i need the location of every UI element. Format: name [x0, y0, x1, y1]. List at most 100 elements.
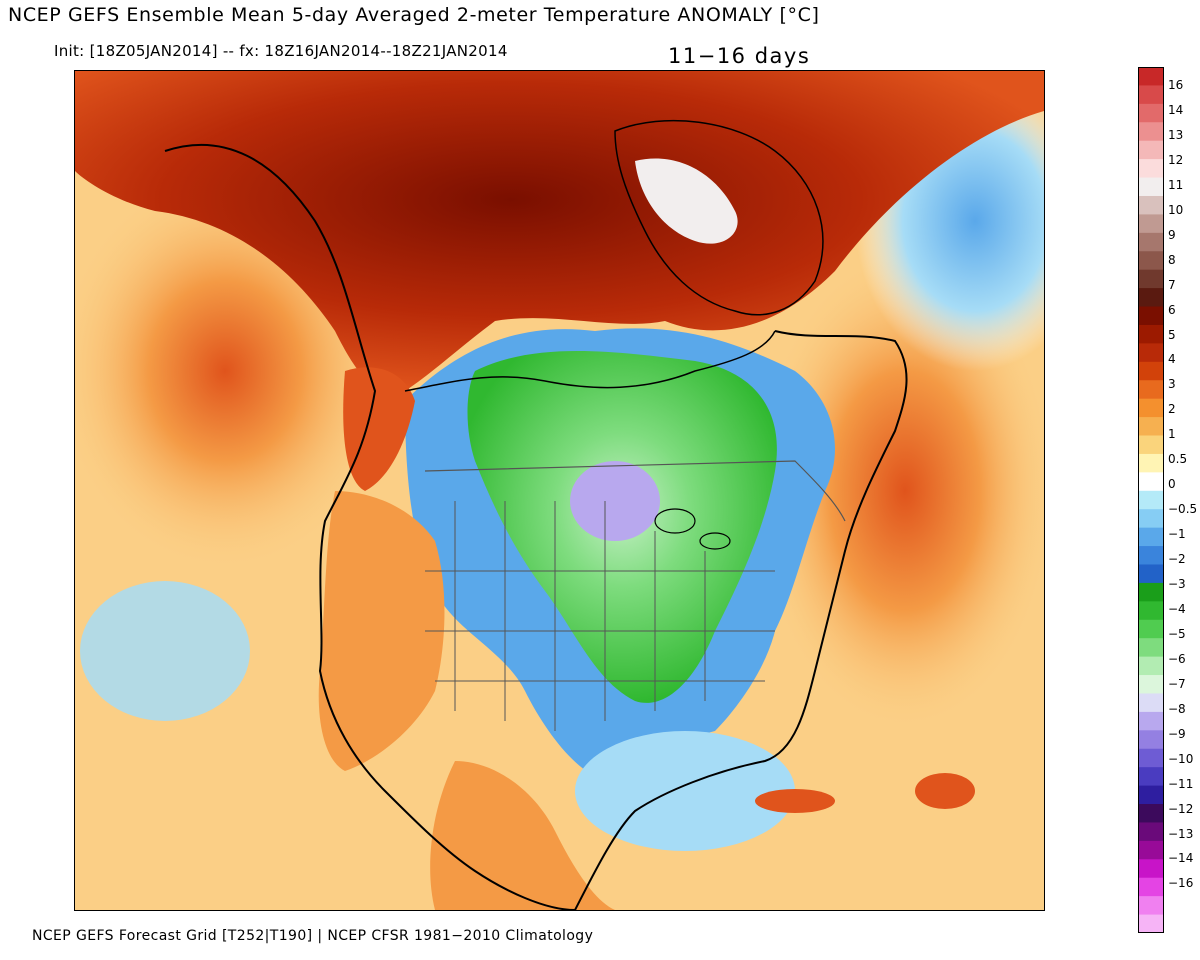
colorbar-cell [1138, 730, 1164, 750]
colorbar-tick-label: 0 [1168, 477, 1176, 492]
state-borders [425, 501, 775, 731]
coldest-anomaly-core [570, 461, 660, 541]
greenland-outline [614, 119, 824, 316]
colorbar-cell [1138, 527, 1164, 547]
colorbar-tick-label: −16 [1168, 876, 1194, 891]
colorbar-tick-label: −2 [1168, 552, 1186, 567]
colorbar-tick-label: −10 [1168, 751, 1194, 766]
colorbar-cell [1138, 822, 1164, 842]
colorbar-cell [1138, 582, 1164, 602]
colorbar-tick-label: 12 [1168, 152, 1184, 167]
colorbar-tick-label: −6 [1168, 651, 1186, 666]
forecast-period-label: 11−16 days [668, 44, 811, 68]
colorbar-tick-label: −7 [1168, 676, 1186, 691]
colorbar-tick-label: 10 [1168, 202, 1184, 217]
colorbar-tick-label: −9 [1168, 726, 1186, 741]
colorbar-cell [1138, 693, 1164, 713]
colorbar [1138, 67, 1164, 933]
map-canvas [75, 71, 1044, 910]
colorbar-cell [1138, 85, 1164, 105]
colorbar-tick-label: −11 [1168, 776, 1194, 791]
colorbar-cell [1138, 195, 1164, 216]
western-us-warm-anomaly [318, 491, 445, 771]
colorbar-tick-label: −3 [1168, 577, 1186, 591]
colorbar-cell [1138, 251, 1164, 271]
colorbar-cell [1138, 453, 1164, 473]
colorbar-cell [1138, 361, 1164, 381]
arctic-coastline [404, 330, 776, 392]
colorbar-cell [1138, 785, 1164, 805]
colorbar-frame [1138, 67, 1164, 933]
gulf-cool-anomaly [575, 731, 795, 851]
atlantic-warm-anomaly [755, 251, 1044, 731]
colorbar-tick-label: 14 [1168, 102, 1184, 117]
colorbar-cell [1138, 435, 1164, 455]
colorbar-tick-label: 9 [1168, 227, 1176, 242]
colorbar-tick-label: 7 [1168, 277, 1176, 292]
colorbar-tick-label: −0.5 [1168, 502, 1198, 517]
colorbar-cell [1138, 472, 1164, 492]
colorbar-tick-label: −8 [1168, 701, 1186, 716]
colorbar-cell [1138, 509, 1164, 529]
colorbar-cell [1138, 601, 1164, 621]
atlantic-coastline [574, 330, 908, 910]
colorbar-cells [1138, 67, 1164, 933]
colorbar-tick-label: 4 [1168, 352, 1176, 367]
colorbar-tick-label: 6 [1168, 302, 1176, 317]
colorbar-cell [1138, 232, 1164, 252]
colorbar-tick-label: −4 [1168, 601, 1186, 616]
colorbar-cell [1138, 877, 1164, 897]
colorbar-tick-label: 0.5 [1168, 452, 1188, 467]
colorbar-cell [1138, 306, 1164, 326]
colorbar-cell [1138, 214, 1164, 234]
colorbar-cell [1138, 490, 1164, 510]
colorbar-cell [1138, 140, 1164, 160]
colorbar-tick-label: 8 [1168, 252, 1176, 267]
temperature-anomaly-map [74, 70, 1045, 911]
colorbar-cell [1138, 804, 1164, 824]
us-canada-border [424, 460, 846, 522]
colorbar-cell [1138, 380, 1164, 400]
east-pacific-cool-anomaly [80, 581, 250, 721]
colorbar-cell [1138, 711, 1164, 731]
hispaniola-warm [915, 773, 975, 809]
colorbar-tick-label: −5 [1168, 626, 1186, 641]
colorbar-tick-label: 3 [1168, 377, 1176, 392]
chart-title: NCEP GEFS Ensemble Mean 5-day Averaged 2… [8, 4, 820, 26]
arctic-warm-anomaly [75, 71, 1044, 393]
colorbar-tick-label: 2 [1168, 402, 1176, 417]
greenland-extreme-anomaly [635, 158, 738, 244]
colorbar-tick-label: −12 [1168, 801, 1194, 816]
colorbar-tick-label: −1 [1168, 527, 1186, 542]
great-lakes-east [699, 532, 731, 550]
bc-coast-warm-anomaly [343, 367, 415, 491]
colorbar-tick-label: 11 [1168, 177, 1184, 192]
colorbar-cell [1138, 177, 1164, 197]
colorbar-cell [1138, 288, 1164, 308]
colorbar-cell [1138, 417, 1164, 437]
colorbar-cell [1138, 748, 1164, 768]
colorbar-tick-label: 16 [1168, 78, 1184, 92]
great-lakes [654, 508, 696, 534]
colorbar-cell [1138, 103, 1164, 123]
colorbar-cell [1138, 67, 1164, 87]
colorbar-cell [1138, 122, 1164, 142]
colorbar-cell [1138, 638, 1164, 658]
colorbar-cell [1138, 324, 1164, 344]
colorbar-tick-label: 13 [1168, 127, 1184, 142]
colorbar-cell [1138, 656, 1164, 676]
colorbar-cell [1138, 896, 1164, 916]
colorbar-cell [1138, 914, 1164, 933]
cuba-warm [755, 789, 835, 813]
colorbar-cell [1138, 619, 1164, 639]
colorbar-cell [1138, 859, 1164, 879]
colorbar-cell [1138, 269, 1164, 289]
colorbar-cell [1138, 546, 1164, 566]
colorbar-cell [1138, 840, 1164, 860]
colorbar-tick-label: −13 [1168, 826, 1194, 841]
colorbar-cell [1138, 564, 1164, 584]
colorbar-tick-label: 1 [1168, 427, 1176, 442]
colorbar-tick-label: −14 [1168, 851, 1194, 866]
pacific-coastline [164, 143, 576, 910]
footer-credit: NCEP GEFS Forecast Grid [T252|T190] | NC… [32, 928, 594, 944]
